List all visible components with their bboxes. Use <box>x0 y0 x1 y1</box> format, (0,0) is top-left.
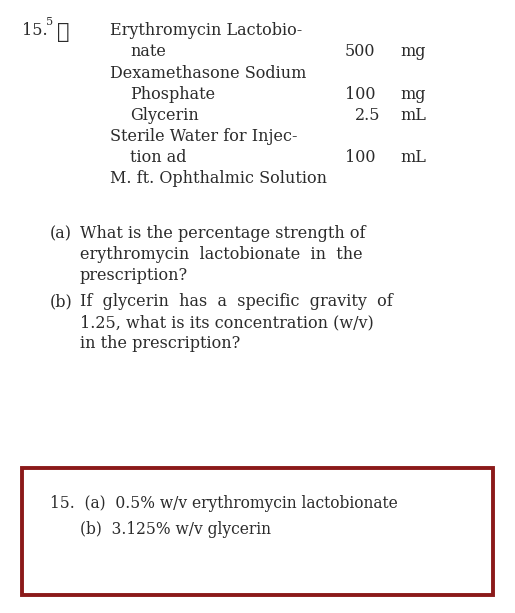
Text: Sterile Water for Injec-: Sterile Water for Injec- <box>110 128 298 145</box>
Text: mL: mL <box>400 107 426 124</box>
Text: (a): (a) <box>50 225 72 242</box>
Text: (b): (b) <box>50 293 73 310</box>
Text: 5: 5 <box>46 17 53 27</box>
Text: 1.25, what is its concentration (w/v): 1.25, what is its concentration (w/v) <box>80 314 374 331</box>
Text: prescription?: prescription? <box>80 267 188 284</box>
Text: Erythromycin Lactobio-: Erythromycin Lactobio- <box>110 22 302 39</box>
Text: 500: 500 <box>345 43 375 60</box>
Text: nate: nate <box>130 43 166 60</box>
FancyBboxPatch shape <box>22 468 493 595</box>
Text: in the prescription?: in the prescription? <box>80 335 241 352</box>
Text: 15.: 15. <box>22 22 47 39</box>
Text: 100: 100 <box>345 86 375 103</box>
Text: M. ft. Ophthalmic Solution: M. ft. Ophthalmic Solution <box>110 170 327 187</box>
Text: What is the percentage strength of: What is the percentage strength of <box>80 225 366 242</box>
Text: mL: mL <box>400 149 426 166</box>
Text: mg: mg <box>400 86 425 103</box>
Text: If  glycerin  has  a  specific  gravity  of: If glycerin has a specific gravity of <box>80 293 393 310</box>
Text: 15.  (a)  0.5% w/v erythromycin lactobionate: 15. (a) 0.5% w/v erythromycin lactobiona… <box>50 495 398 512</box>
Text: ℞: ℞ <box>57 22 70 42</box>
Text: (b)  3.125% w/v glycerin: (b) 3.125% w/v glycerin <box>80 521 271 538</box>
Text: Phosphate: Phosphate <box>130 86 215 103</box>
Text: Glycerin: Glycerin <box>130 107 199 124</box>
Text: erythromycin  lactobionate  in  the: erythromycin lactobionate in the <box>80 246 363 263</box>
Text: Dexamethasone Sodium: Dexamethasone Sodium <box>110 65 306 82</box>
Text: 100: 100 <box>345 149 375 166</box>
Text: 2.5: 2.5 <box>355 107 381 124</box>
Text: tion ad: tion ad <box>130 149 186 166</box>
Text: mg: mg <box>400 43 425 60</box>
